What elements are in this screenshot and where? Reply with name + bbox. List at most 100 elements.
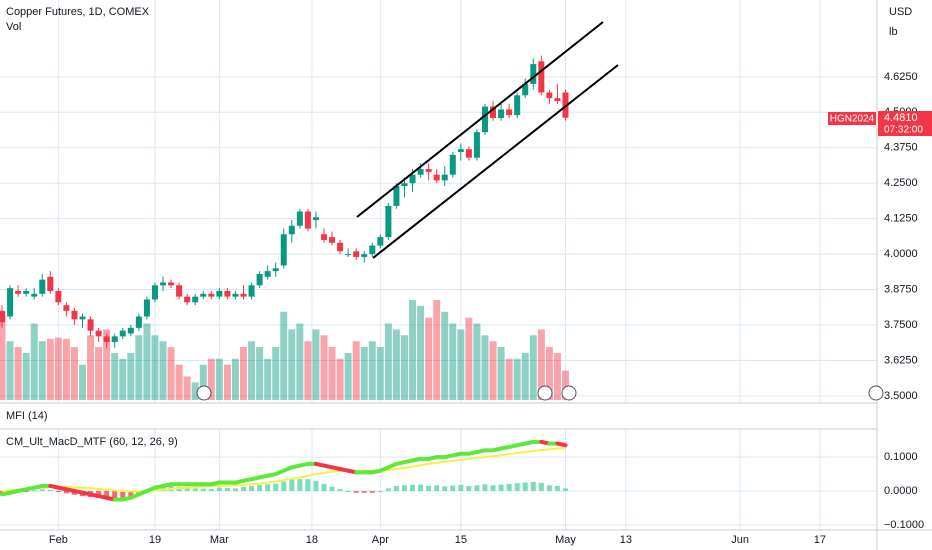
macd-label: CM_Ult_MacD_MTF (60, 12, 26, 9) xyxy=(6,436,178,448)
candle-body xyxy=(224,290,231,297)
macd-histogram xyxy=(184,487,190,492)
candle-body xyxy=(304,211,311,229)
candle-body xyxy=(425,169,432,172)
macd-histogram xyxy=(321,483,327,492)
volume-bar xyxy=(312,329,320,400)
macd-histogram xyxy=(426,485,432,492)
candle-body xyxy=(111,336,118,343)
volume-bar xyxy=(223,364,231,400)
volume-bar xyxy=(392,329,400,400)
unit[interactable]: lb xyxy=(889,26,898,38)
candle-body xyxy=(498,109,505,118)
y-tick-label: 3.7500 xyxy=(884,319,918,331)
candle-body xyxy=(47,276,54,291)
volume-bar xyxy=(38,341,46,400)
macd-histogram xyxy=(249,485,255,492)
volume-bar xyxy=(199,364,207,400)
macd-histogram xyxy=(474,485,480,492)
candle-body xyxy=(151,285,158,300)
candle-body xyxy=(554,98,561,101)
candle-body xyxy=(240,293,247,297)
volume-bar xyxy=(30,323,38,400)
volume-bar xyxy=(384,323,392,400)
volume-bar xyxy=(191,382,199,400)
volume-bar xyxy=(119,358,127,400)
candle-body xyxy=(280,234,287,266)
volume-bar xyxy=(473,323,481,400)
macd-histogram xyxy=(120,491,126,500)
y-tick-label: 0.0000 xyxy=(884,485,918,497)
event-icon[interactable] xyxy=(868,385,884,401)
candle-body xyxy=(184,296,191,303)
candle-body xyxy=(95,330,102,337)
candle-body xyxy=(320,234,327,240)
price-badge-box xyxy=(878,111,932,136)
volume-bar xyxy=(207,358,215,400)
volume-bar xyxy=(360,347,368,400)
macd-histogram xyxy=(361,491,367,493)
x-tick-label: Apr xyxy=(372,534,389,546)
volume-bar xyxy=(400,335,408,400)
candle-body xyxy=(55,290,62,303)
candle-body xyxy=(63,305,70,311)
volume-label: Vol xyxy=(6,21,21,33)
volume-bar xyxy=(288,329,296,400)
macd-histogram xyxy=(208,488,214,492)
volume-bar xyxy=(296,323,304,400)
macd-histogram xyxy=(538,482,544,492)
volume-bar xyxy=(513,358,521,400)
volume-bar xyxy=(239,347,247,400)
macd-histogram xyxy=(23,491,29,493)
currency[interactable]: USD xyxy=(889,6,912,18)
macd-histogram xyxy=(297,479,303,492)
volume-bar xyxy=(22,352,30,400)
macd-histogram xyxy=(418,484,424,492)
macd-histogram xyxy=(200,488,206,492)
candle-body xyxy=(473,132,480,158)
chart-title: Copper Futures, 1D, COMEX xyxy=(6,6,150,18)
candle-body xyxy=(248,285,255,297)
volume-bar xyxy=(344,352,352,400)
event-icon[interactable] xyxy=(561,385,577,401)
macd-histogram xyxy=(128,491,134,498)
volume-bar xyxy=(62,338,70,400)
mfi-label: MFI (14) xyxy=(6,410,48,422)
volume-bar xyxy=(215,358,223,400)
candle-body xyxy=(103,336,110,343)
x-tick-label: Feb xyxy=(49,534,68,546)
volume-bar xyxy=(376,347,384,400)
candle-body xyxy=(31,293,38,297)
candle-body xyxy=(465,149,472,158)
candle-body xyxy=(200,293,207,297)
candle-body xyxy=(562,92,569,118)
volume-bar xyxy=(127,352,135,400)
macd-histogram xyxy=(112,491,118,501)
volume-bar xyxy=(70,347,78,400)
volume-bar xyxy=(465,317,473,400)
volume-bar xyxy=(304,341,312,400)
candle-body xyxy=(79,316,86,320)
macd-histogram xyxy=(281,481,287,492)
volume-bar xyxy=(231,358,239,400)
candle-body xyxy=(208,293,215,297)
event-icon[interactable] xyxy=(196,385,212,401)
volume-bar xyxy=(248,341,256,400)
macd-histogram xyxy=(257,484,263,492)
macd-histogram xyxy=(104,491,110,500)
candle-body xyxy=(312,217,319,221)
signal-line xyxy=(1,446,566,493)
candle-body xyxy=(7,288,14,317)
volume-bar xyxy=(441,311,449,400)
volume-bar xyxy=(280,311,288,400)
volume-bar xyxy=(521,352,529,400)
volume-bar xyxy=(545,347,553,400)
x-tick-label: 15 xyxy=(455,534,467,546)
candle-body xyxy=(385,205,392,238)
candle-body xyxy=(71,310,78,320)
event-icon[interactable] xyxy=(537,385,553,401)
candle-body xyxy=(353,251,360,257)
candle-body xyxy=(176,285,183,297)
macd-histogram xyxy=(482,484,488,492)
